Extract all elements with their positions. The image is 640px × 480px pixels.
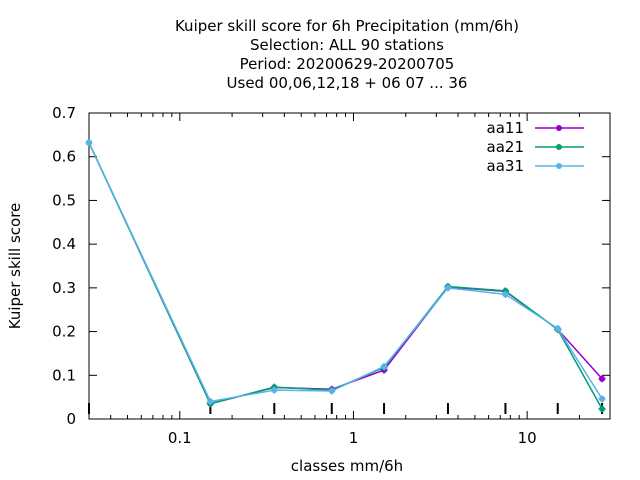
legend-marker-aa11 — [556, 125, 562, 131]
x-tick-label: 1 — [349, 429, 359, 447]
title-line: Period: 20200629-20200705 — [240, 55, 455, 73]
series-line-aa31 — [88, 142, 603, 403]
series-line-aa11 — [88, 142, 603, 405]
y-tick-label: 0.2 — [52, 323, 76, 341]
title-line: Selection: ALL 90 stations — [250, 36, 444, 54]
legend-label-aa11: aa11 — [487, 119, 524, 137]
y-tick-label: 0.7 — [52, 104, 76, 122]
y-tick-label: 0.1 — [52, 366, 76, 384]
legend-marker-aa31 — [556, 163, 562, 169]
axis-ticks: 0 0.1 0.2 0.3 0.4 0.5 0.6 0.7 0.1 1 10 — [52, 104, 610, 447]
plot-frame — [88, 112, 611, 420]
data-series — [85, 139, 606, 413]
y-tick-label: 0.4 — [52, 235, 76, 253]
y-tick-label: 0 — [66, 410, 76, 428]
x-axis-label: classes mm/6h — [291, 457, 403, 475]
legend-marker-aa21 — [556, 144, 562, 150]
y-tick-label: 0.6 — [52, 148, 76, 166]
legend-label-aa21: aa21 — [487, 138, 524, 156]
y-axis-label: Kuiper skill score — [6, 203, 24, 330]
plot-border — [88, 112, 611, 420]
y-tick-label: 0.3 — [52, 279, 76, 297]
title-line: Kuiper skill score for 6h Precipitation … — [175, 17, 519, 35]
legend-label-aa31: aa31 — [487, 157, 524, 175]
title-line: Used 00,06,12,18 + 06 07 ... 36 — [227, 74, 468, 92]
y-tick-label: 0.5 — [52, 191, 76, 209]
series-line-aa21 — [88, 142, 603, 410]
x-tick-label: 0.1 — [168, 429, 192, 447]
chart-title: Kuiper skill score for 6h Precipitation … — [175, 17, 519, 92]
x-tick-label: 10 — [518, 429, 537, 447]
